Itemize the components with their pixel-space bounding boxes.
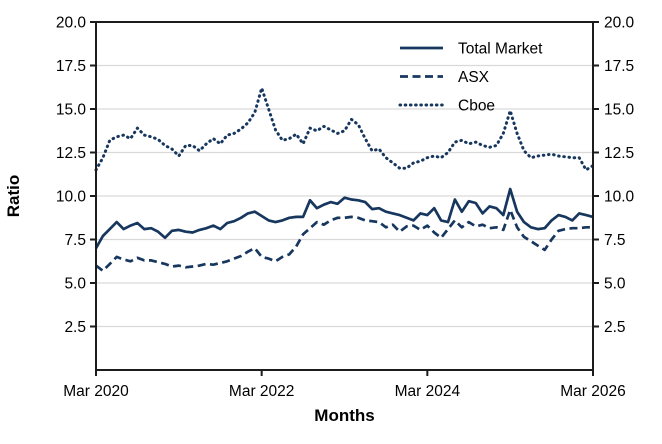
x-tick-label: Mar 2026 bbox=[560, 383, 625, 400]
series-layer bbox=[94, 86, 595, 273]
y-tick-label-left: 2.5 bbox=[64, 319, 86, 336]
legend-label-asx: ASX bbox=[458, 69, 490, 86]
series-line-total-market bbox=[94, 187, 594, 249]
y-tick-label-right: 20.0 bbox=[604, 15, 635, 32]
series-line-asx bbox=[95, 208, 593, 273]
y-tick-label-left: 15.0 bbox=[56, 102, 87, 119]
axis-layer: 2.5 2.5 5.0 5.0 7.5 7.5 10.0 10.0 12.5 12.5 15.0 15… bbox=[56, 15, 635, 401]
y-tick-label-right: 12.5 bbox=[604, 145, 634, 162]
y-tick-label-left: 10.0 bbox=[56, 189, 87, 206]
legend-label-total-market: Total Market bbox=[458, 40, 543, 57]
x-axis-label: Months bbox=[314, 406, 374, 425]
x-tick-label: Mar 2022 bbox=[229, 383, 294, 400]
y-tick-label-left: 5.0 bbox=[64, 276, 86, 293]
x-tick-label: Mar 2020 bbox=[63, 383, 129, 400]
x-tick-label: Mar 2024 bbox=[395, 383, 461, 400]
legend: Total Market ASX Cboe bbox=[398, 40, 543, 114]
y-tick-label-right: 10.0 bbox=[604, 189, 635, 206]
y-axis-label: Ratio bbox=[4, 175, 23, 218]
y-tick-label-left: 12.5 bbox=[56, 145, 86, 162]
y-tick-label-left: 20.0 bbox=[56, 15, 87, 32]
legend-label-cboe: Cboe bbox=[458, 97, 495, 114]
y-tick-label-left: 7.5 bbox=[64, 232, 86, 249]
grid-layer bbox=[96, 64, 593, 328]
series-line-cboe bbox=[94, 86, 595, 172]
y-tick-label-right: 2.5 bbox=[604, 319, 626, 336]
y-tick-label-right: 7.5 bbox=[604, 232, 626, 249]
y-tick-label-right: 15.0 bbox=[604, 102, 635, 119]
y-tick-label-right: 5.0 bbox=[604, 276, 626, 293]
y-tick-label-left: 17.5 bbox=[56, 58, 86, 75]
y-tick-label-right: 17.5 bbox=[604, 58, 634, 75]
